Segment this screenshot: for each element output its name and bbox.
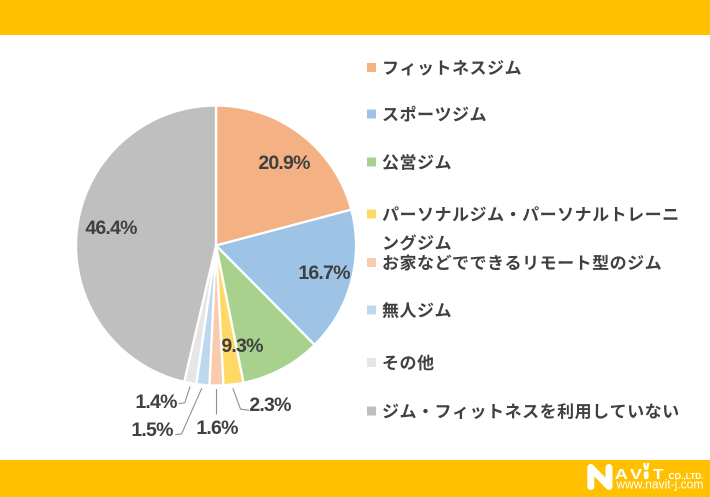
svg-text:V: V bbox=[630, 466, 642, 483]
svg-text:CO.,LTD.: CO.,LTD. bbox=[669, 471, 704, 481]
svg-text:T: T bbox=[653, 466, 664, 483]
svg-text:16.7%: 16.7% bbox=[298, 262, 350, 284]
svg-text:www.navit-j.com: www.navit-j.com bbox=[615, 477, 703, 491]
svg-text:A: A bbox=[615, 466, 628, 483]
svg-text:1.6%: 1.6% bbox=[196, 417, 238, 439]
svg-text:9.3%: 9.3% bbox=[221, 335, 263, 357]
svg-text:1.4%: 1.4% bbox=[135, 391, 177, 413]
svg-text:46.4%: 46.4% bbox=[85, 217, 137, 239]
svg-text:20.9%: 20.9% bbox=[258, 152, 310, 174]
svg-text:2.3%: 2.3% bbox=[249, 394, 291, 416]
svg-text:1.5%: 1.5% bbox=[131, 419, 173, 441]
